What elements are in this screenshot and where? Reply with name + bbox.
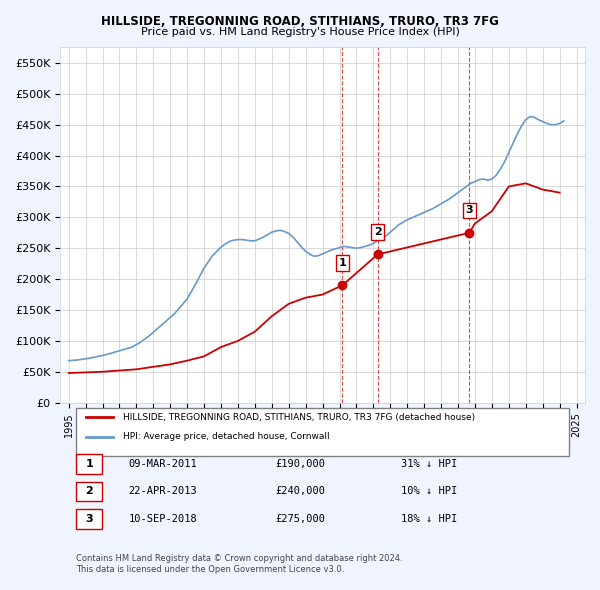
FancyBboxPatch shape bbox=[76, 482, 102, 501]
Text: 10-SEP-2018: 10-SEP-2018 bbox=[128, 514, 197, 524]
Text: £275,000: £275,000 bbox=[275, 514, 325, 524]
Text: HILLSIDE, TREGONNING ROAD, STITHIANS, TRURO, TR3 7FG: HILLSIDE, TREGONNING ROAD, STITHIANS, TR… bbox=[101, 15, 499, 28]
Text: 10% ↓ HPI: 10% ↓ HPI bbox=[401, 487, 458, 496]
FancyBboxPatch shape bbox=[76, 454, 102, 474]
Text: HILLSIDE, TREGONNING ROAD, STITHIANS, TRURO, TR3 7FG (detached house): HILLSIDE, TREGONNING ROAD, STITHIANS, TR… bbox=[123, 412, 475, 422]
Text: 2: 2 bbox=[374, 227, 382, 237]
Text: 22-APR-2013: 22-APR-2013 bbox=[128, 487, 197, 496]
Text: Price paid vs. HM Land Registry's House Price Index (HPI): Price paid vs. HM Land Registry's House … bbox=[140, 27, 460, 37]
Text: 09-MAR-2011: 09-MAR-2011 bbox=[128, 459, 197, 469]
Text: £190,000: £190,000 bbox=[275, 459, 325, 469]
FancyBboxPatch shape bbox=[76, 408, 569, 456]
Text: 3: 3 bbox=[466, 205, 473, 215]
FancyBboxPatch shape bbox=[76, 509, 102, 529]
Text: HPI: Average price, detached house, Cornwall: HPI: Average price, detached house, Corn… bbox=[123, 432, 330, 441]
Text: 31% ↓ HPI: 31% ↓ HPI bbox=[401, 459, 458, 469]
Text: 18% ↓ HPI: 18% ↓ HPI bbox=[401, 514, 458, 524]
Text: 2: 2 bbox=[85, 487, 93, 496]
Text: Contains HM Land Registry data © Crown copyright and database right 2024.
This d: Contains HM Land Registry data © Crown c… bbox=[76, 555, 403, 574]
Text: 3: 3 bbox=[85, 514, 93, 524]
Text: 1: 1 bbox=[338, 258, 346, 268]
Text: 1: 1 bbox=[85, 459, 93, 469]
Text: £240,000: £240,000 bbox=[275, 487, 325, 496]
